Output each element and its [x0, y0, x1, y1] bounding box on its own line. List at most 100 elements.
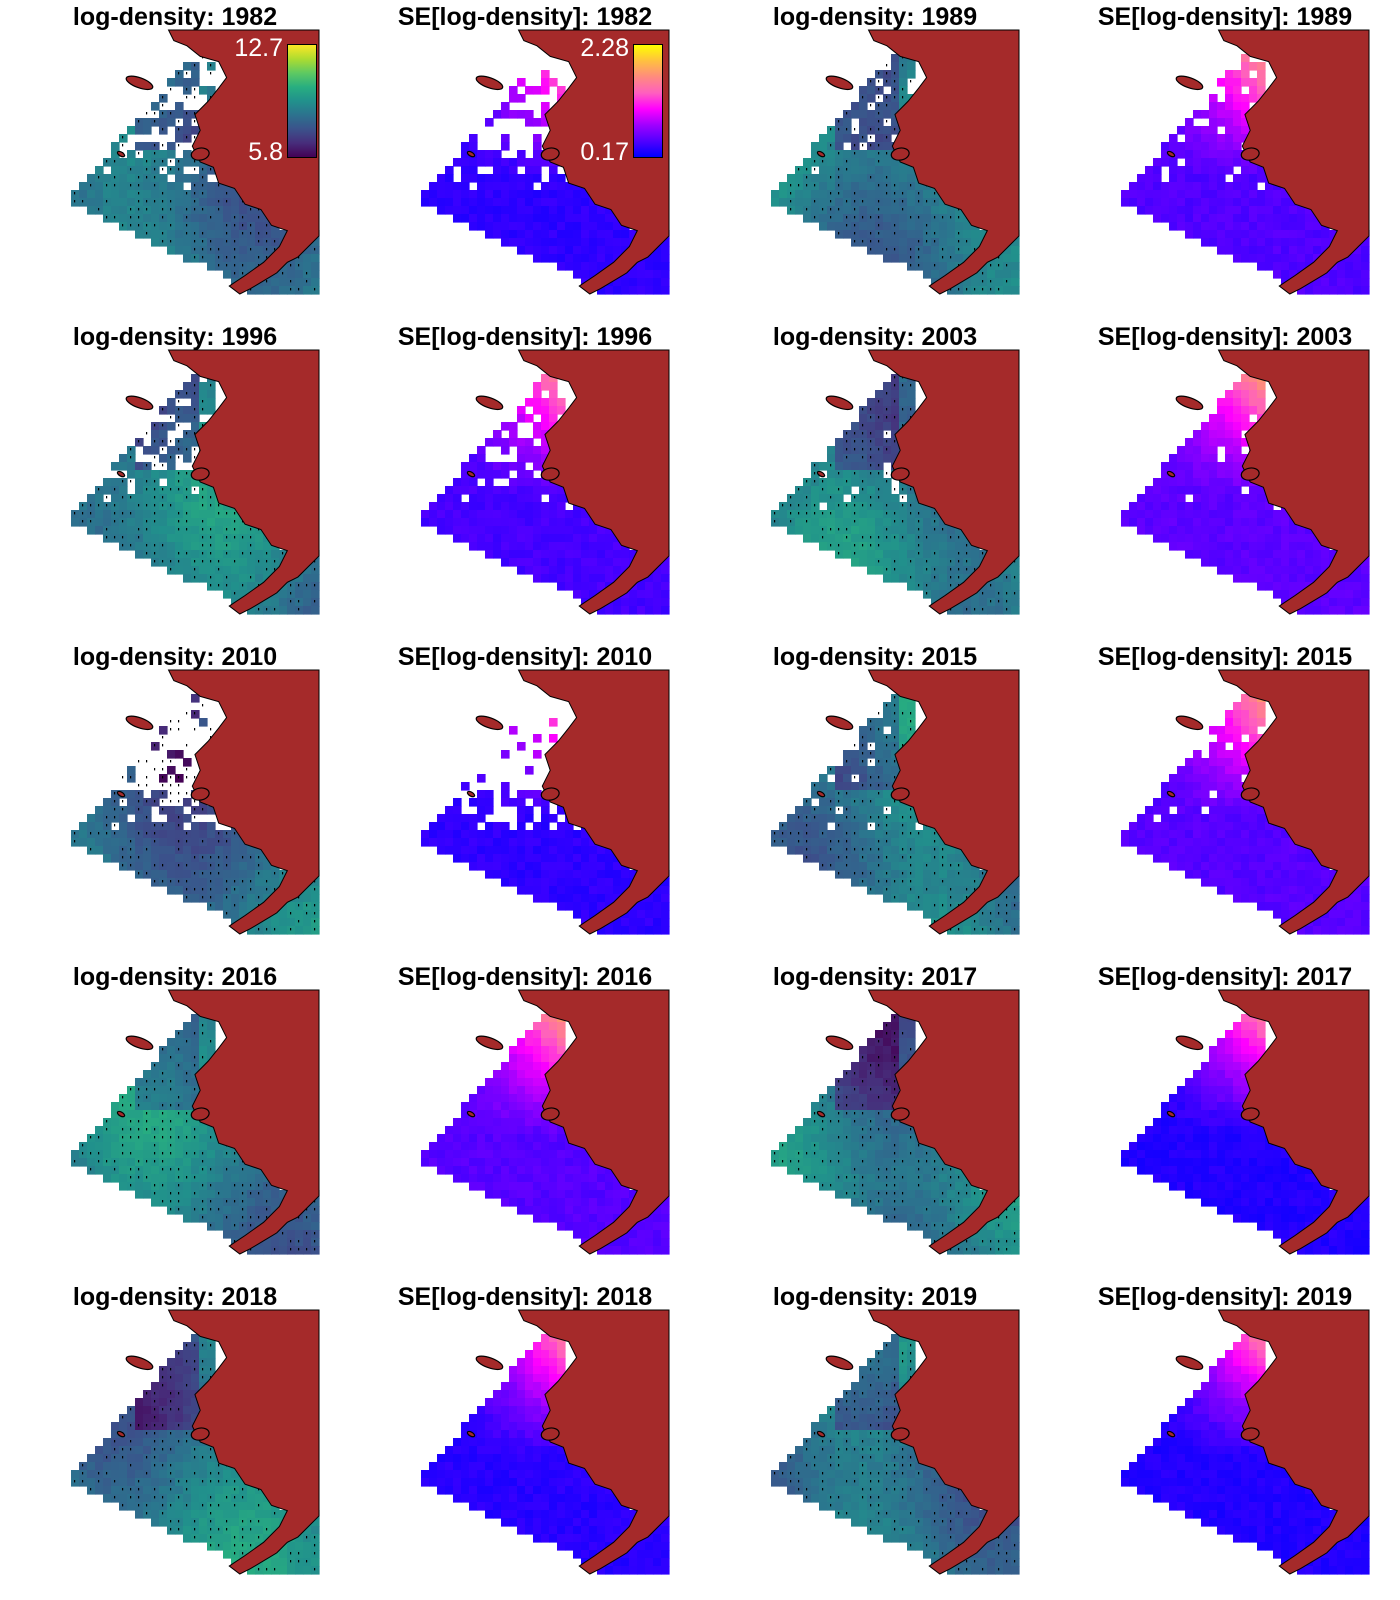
raster-cell [485, 838, 494, 847]
raster-cell [867, 222, 876, 231]
raster-cell [175, 566, 184, 575]
raster-cell [1273, 550, 1282, 559]
raster-cell [541, 550, 550, 559]
station-mark [186, 392, 188, 395]
raster-cell [263, 558, 272, 567]
station-mark [194, 432, 196, 435]
raster-cell [1217, 502, 1226, 511]
raster-cell [899, 558, 908, 567]
station-mark [186, 232, 188, 235]
raster-cell [485, 230, 494, 239]
raster-cell [501, 158, 510, 167]
station-mark [146, 784, 148, 787]
raster-cell [1249, 206, 1258, 215]
raster-cell [1273, 214, 1282, 223]
raster-cell [469, 174, 478, 183]
raster-cell [1003, 582, 1012, 591]
raster-cell [509, 502, 518, 511]
raster-cell [1273, 254, 1282, 263]
raster-cell [827, 206, 836, 215]
station-mark [210, 384, 212, 387]
raster-cell [947, 262, 956, 271]
raster-cell [875, 246, 884, 255]
raster-cell [931, 222, 940, 231]
raster-cell [461, 142, 470, 151]
raster-cell [867, 238, 876, 247]
raster-cell [851, 478, 860, 487]
raster-cell [287, 926, 296, 935]
raster-cell [525, 446, 534, 455]
raster-cell [295, 270, 304, 279]
raster-cell [891, 526, 900, 535]
raster-cell [151, 422, 160, 431]
raster-cell [1193, 494, 1202, 503]
raster-cell [1233, 246, 1242, 255]
station-mark [178, 408, 180, 411]
raster-cell [183, 526, 192, 535]
station-mark [806, 504, 808, 507]
station-mark [878, 544, 880, 547]
raster-cell [1353, 598, 1362, 607]
raster-cell [1233, 398, 1242, 407]
raster-cell [1313, 278, 1322, 287]
raster-cell [127, 174, 136, 183]
raster-cell [851, 174, 860, 183]
station-mark [114, 800, 116, 803]
raster-cell [1137, 182, 1146, 191]
raster-cell [445, 166, 454, 175]
station-mark [250, 528, 252, 531]
raster-cell [557, 574, 566, 583]
raster-cell [1233, 390, 1242, 399]
raster-cell [469, 214, 478, 223]
raster-cell [295, 926, 304, 935]
raster-cell [613, 550, 622, 559]
raster-cell [947, 254, 956, 263]
raster-cell [223, 878, 232, 887]
raster-cell [469, 462, 478, 471]
raster-cell [111, 510, 120, 519]
raster-cell [501, 110, 510, 119]
station-mark [798, 184, 800, 187]
raster-cell [859, 118, 868, 127]
raster-cell [231, 254, 240, 263]
raster-cell [223, 510, 232, 519]
raster-cell [1241, 238, 1250, 247]
raster-cell [533, 134, 542, 143]
raster-cell [883, 166, 892, 175]
raster-cell [851, 430, 860, 439]
raster-cell [87, 206, 96, 215]
raster-cell [1241, 414, 1250, 423]
raster-cell [207, 390, 216, 399]
station-mark [202, 192, 204, 195]
raster-cell [207, 854, 216, 863]
raster-cell [223, 910, 232, 919]
raster-cell [1257, 222, 1266, 231]
raster-cell [1177, 486, 1186, 495]
raster-cell [835, 222, 844, 231]
raster-cell [469, 830, 478, 839]
station-mark [154, 440, 156, 443]
raster-cell [859, 502, 868, 511]
raster-cell [859, 550, 868, 559]
raster-cell [939, 534, 948, 543]
station-mark [902, 424, 904, 427]
raster-cell [819, 534, 828, 543]
raster-cell [183, 470, 192, 479]
station-mark [154, 160, 156, 163]
raster-cell [891, 94, 900, 103]
raster-cell [1257, 166, 1266, 175]
raster-cell [891, 118, 900, 127]
raster-cell [127, 158, 136, 167]
raster-cell [1241, 102, 1250, 111]
station-mark [870, 104, 872, 107]
raster-cell [279, 870, 288, 879]
station-mark [854, 432, 856, 435]
raster-cell [835, 486, 844, 495]
raster-cell [525, 510, 534, 519]
station-mark [234, 528, 236, 531]
raster-cell [525, 222, 534, 231]
raster-cell [1137, 502, 1146, 511]
station-mark [170, 456, 172, 459]
raster-cell [517, 446, 526, 455]
station-mark [170, 488, 172, 491]
